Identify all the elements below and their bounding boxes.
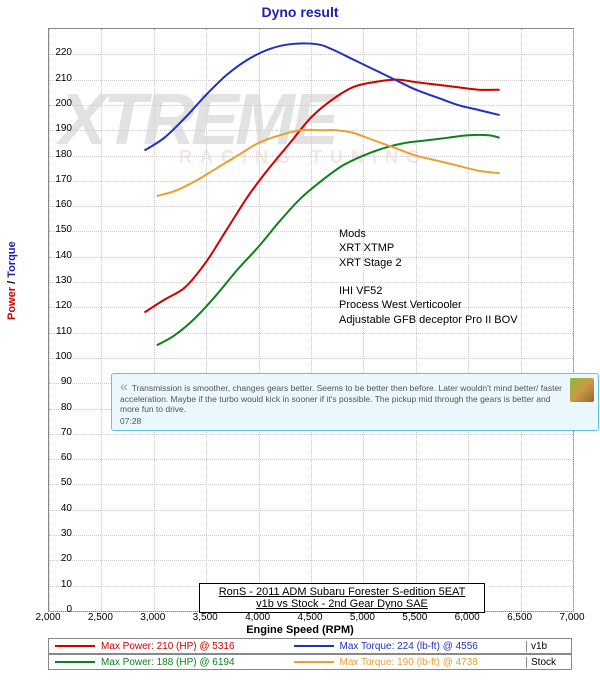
xtick: 3,500 <box>185 612 225 623</box>
caption-line1: RonS - 2011 ADM Subaru Forester S-editio… <box>202 586 482 598</box>
ylabel-torque: Torque <box>6 241 18 277</box>
ytick: 160 <box>44 199 72 210</box>
testimonial-time: 07:28 <box>120 416 566 426</box>
y-axis-label: Power / Torque <box>6 241 18 320</box>
ytick: 10 <box>44 579 72 590</box>
xtick: 4,500 <box>290 612 330 623</box>
ytick: 190 <box>44 123 72 134</box>
xtick: 5,500 <box>395 612 435 623</box>
mods-line <box>339 270 518 284</box>
mods-annotation: Mods XRT XTMPXRT Stage 2 IHI VF52Process… <box>339 227 518 327</box>
caption-line2: v1b vs Stock - 2nd Gear Dyno SAE <box>202 598 482 610</box>
ytick: 120 <box>44 300 72 311</box>
xtick: 6,000 <box>447 612 487 623</box>
ytick: 50 <box>44 477 72 488</box>
xtick: 5,000 <box>342 612 382 623</box>
mods-line: Adjustable GFB deceptor Pro II BOV <box>339 313 518 327</box>
legend: Max Power: 210 (HP) @ 5316 Max Torque: 22… <box>48 638 572 670</box>
legend-label: v1b <box>526 641 571 652</box>
ytick: 110 <box>44 326 72 337</box>
mods-line: XRT Stage 2 <box>339 256 518 270</box>
testimonial-avatar <box>570 378 594 402</box>
ytick: 210 <box>44 73 72 84</box>
xtick: 4,000 <box>238 612 278 623</box>
plot-area: XTREME RACING TUNING Mods XRT XTMPXRT St… <box>48 28 574 612</box>
testimonial-box: « Transmission is smoother, changes gear… <box>111 373 599 431</box>
ytick: 100 <box>44 351 72 362</box>
ytick: 140 <box>44 250 72 261</box>
caption-box: RonS - 2011 ADM Subaru Forester S-editio… <box>199 583 485 613</box>
testimonial-text: Transmission is smoother, changes gears … <box>120 383 562 414</box>
ytick: 170 <box>44 174 72 185</box>
legend-power-text: Max Power: 210 (HP) @ 5316 <box>101 641 235 652</box>
ytick: 180 <box>44 149 72 160</box>
ytick: 80 <box>44 402 72 413</box>
ytick: 220 <box>44 47 72 58</box>
legend-row: Max Power: 210 (HP) @ 5316 Max Torque: 22… <box>48 638 572 654</box>
ytick: 30 <box>44 528 72 539</box>
xtick: 2,000 <box>28 612 68 623</box>
legend-torque-text: Max Torque: 190 (lb-ft) @ 4738 <box>340 657 478 668</box>
ytick: 60 <box>44 452 72 463</box>
xtick: 7,000 <box>552 612 592 623</box>
x-axis-label: Engine Speed (RPM) <box>0 624 600 636</box>
mods-heading: Mods <box>339 227 518 241</box>
ytick: 70 <box>44 427 72 438</box>
mods-line: XRT XTMP <box>339 241 518 255</box>
ytick: 90 <box>44 376 72 387</box>
mods-line: IHI VF52 <box>339 284 518 298</box>
legend-row: Max Power: 188 (HP) @ 6194 Max Torque: 19… <box>48 654 572 670</box>
xtick: 2,500 <box>80 612 120 623</box>
legend-torque-text: Max Torque: 224 (lb-ft) @ 4556 <box>340 641 478 652</box>
ytick: 20 <box>44 553 72 564</box>
series-v1b_torque <box>144 44 499 151</box>
ytick: 40 <box>44 503 72 514</box>
ytick: 130 <box>44 275 72 286</box>
xtick: 3,000 <box>133 612 173 623</box>
xtick: 6,500 <box>500 612 540 623</box>
dyno-chart-container: Dyno result Power / Torque XTREME RACING… <box>0 0 600 688</box>
legend-label: Stock <box>526 657 571 668</box>
ytick: 150 <box>44 224 72 235</box>
legend-power-text: Max Power: 188 (HP) @ 6194 <box>101 657 235 668</box>
ylabel-power: Power <box>6 287 18 320</box>
chart-title: Dyno result <box>0 0 600 20</box>
ytick: 200 <box>44 98 72 109</box>
mods-line: Process West Verticooler <box>339 298 518 312</box>
series-stock_torque <box>157 130 500 196</box>
